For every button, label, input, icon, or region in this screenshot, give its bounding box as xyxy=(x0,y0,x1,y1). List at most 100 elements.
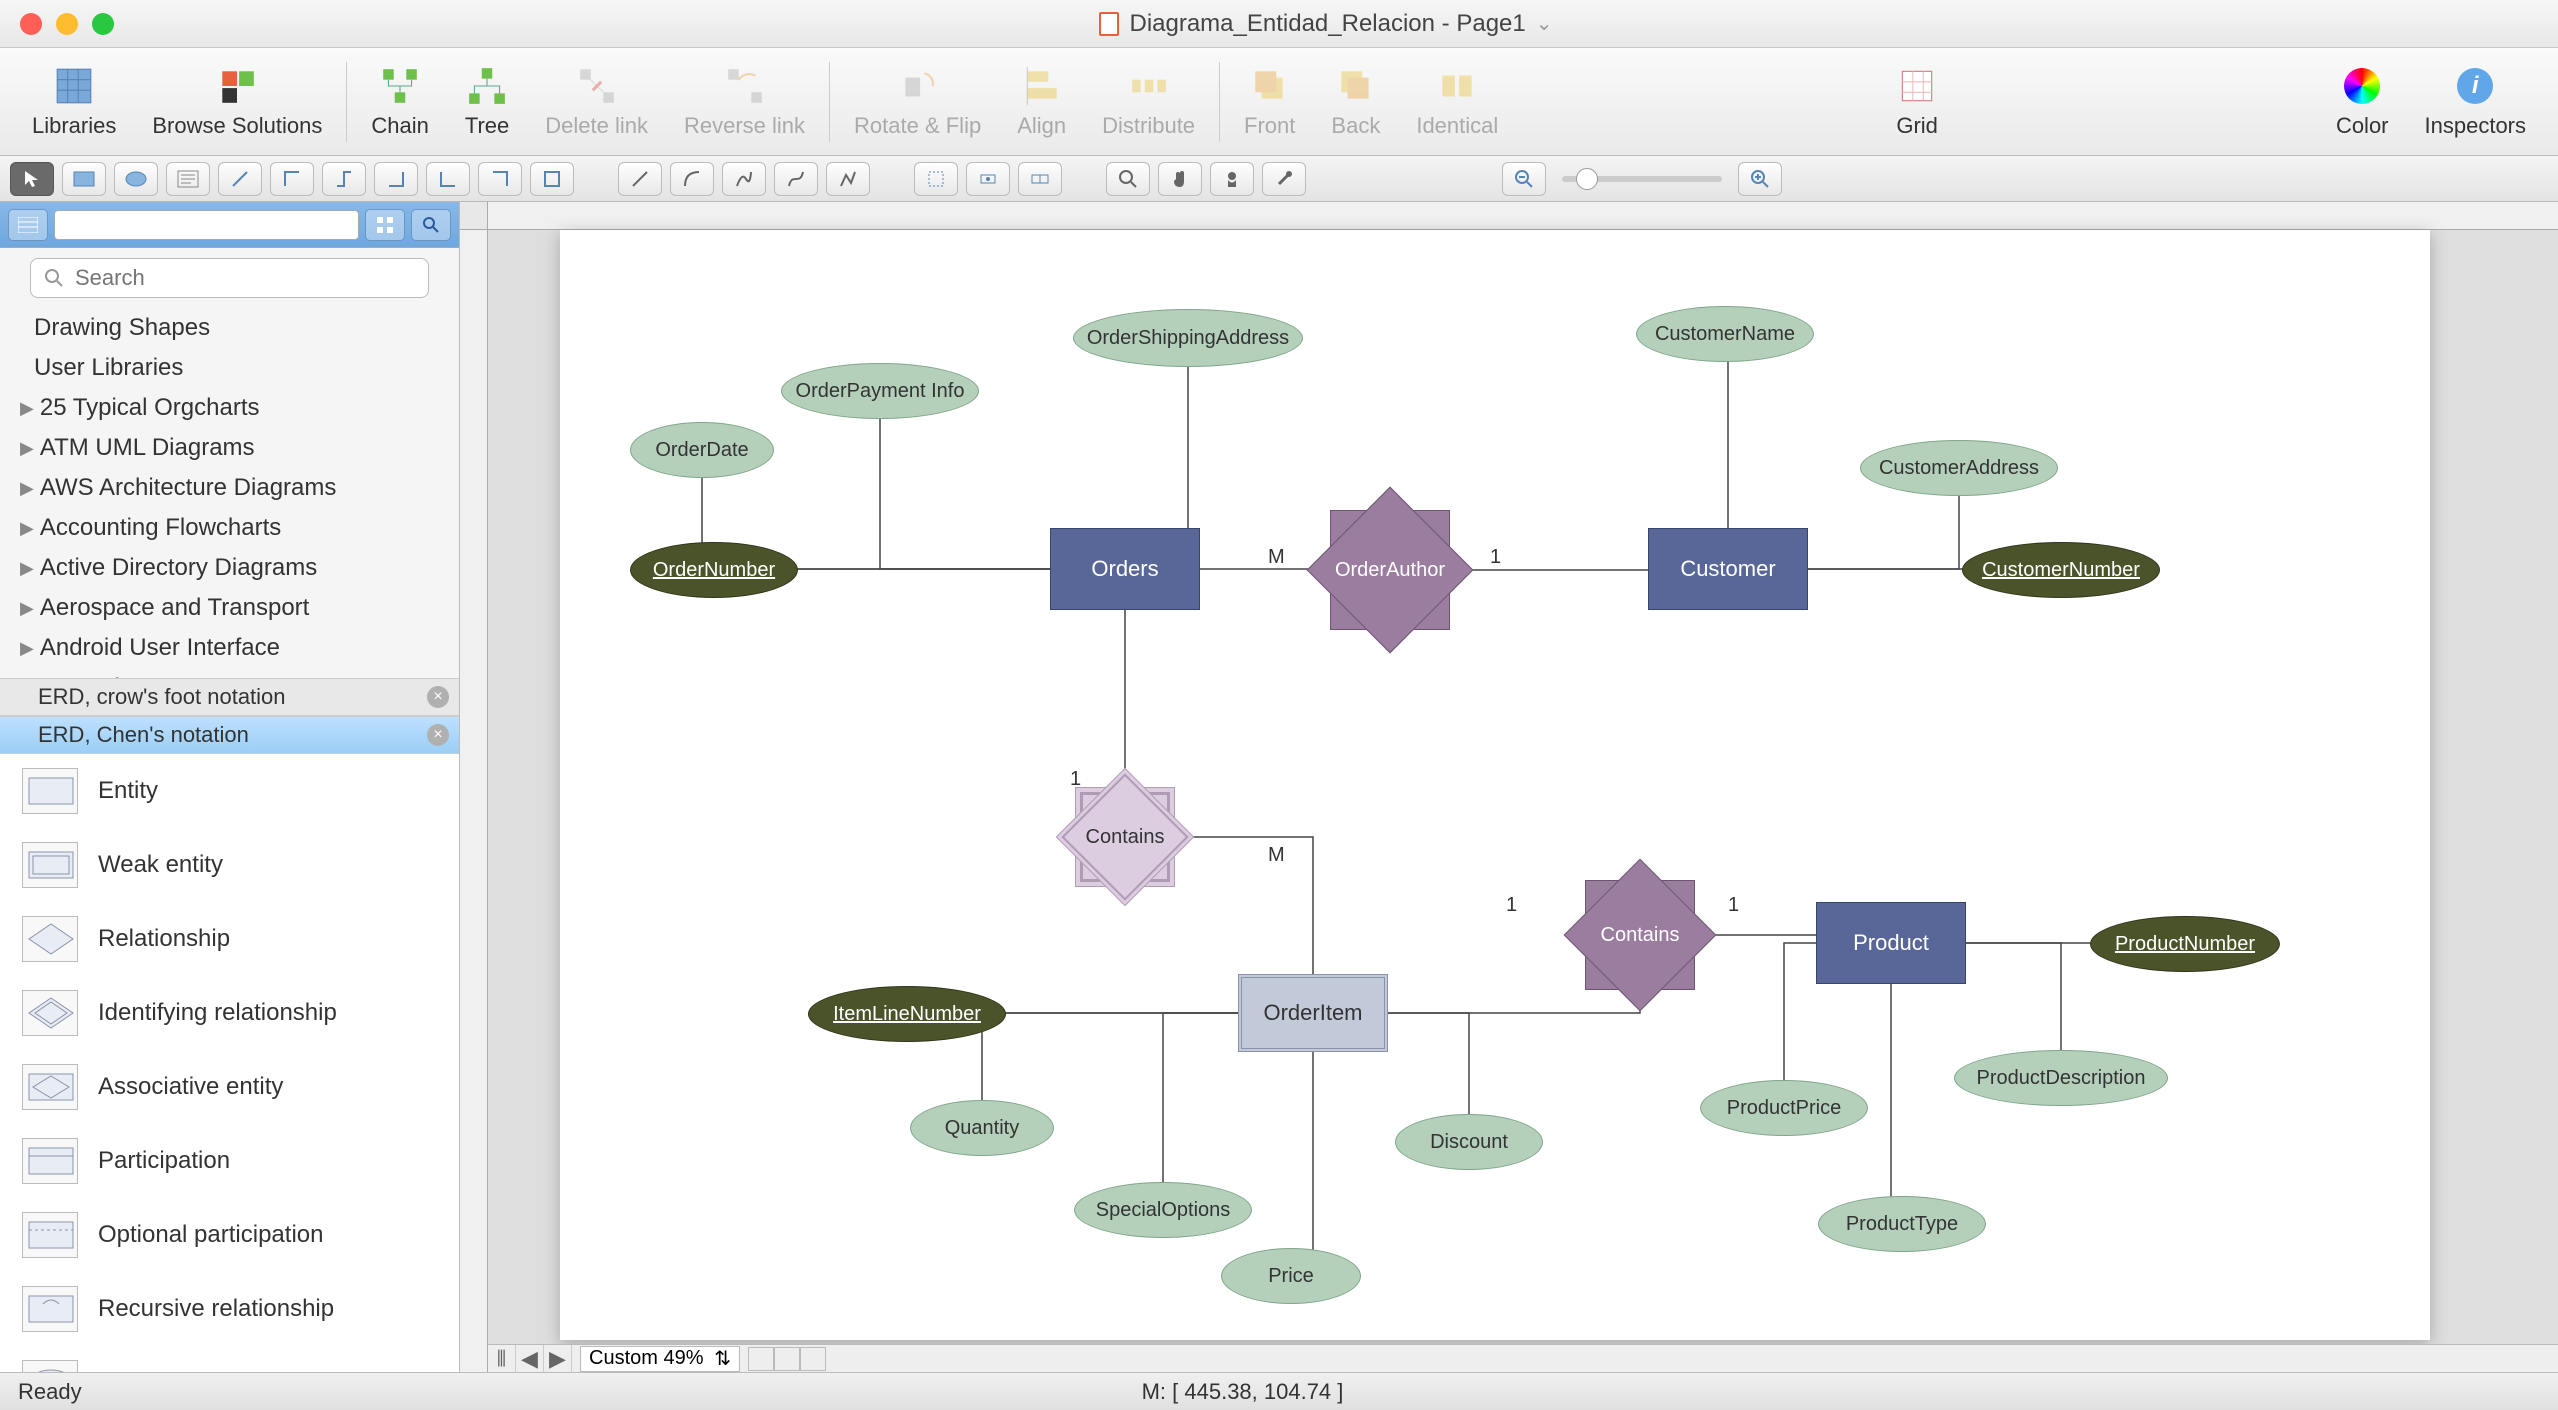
erd-attribute[interactable]: Discount xyxy=(1395,1114,1543,1170)
zoom-slider[interactable] xyxy=(1562,176,1722,182)
title-dropdown-icon[interactable]: ⌄ xyxy=(1536,11,1553,36)
library-tab[interactable]: ERD, crow's foot notation× xyxy=(0,678,459,716)
erd-key-attribute[interactable]: CustomerNumber xyxy=(1962,542,2160,598)
library-category-item[interactable]: ▶Android User Interface xyxy=(0,628,459,668)
erd-attribute[interactable]: OrderPayment Info xyxy=(781,363,979,419)
bezier-tool-button[interactable] xyxy=(774,162,818,196)
connector-5-button[interactable] xyxy=(426,162,470,196)
color-button[interactable]: Color xyxy=(2318,65,2407,139)
next-page-button[interactable]: ▶ xyxy=(544,1345,572,1373)
close-tab-icon[interactable]: × xyxy=(427,724,449,746)
shape-palette-item[interactable]: Optional participation xyxy=(0,1198,459,1272)
zoom-in-button[interactable] xyxy=(1738,162,1782,196)
erd-attribute[interactable]: Price xyxy=(1221,1248,1361,1304)
library-category-item[interactable]: ▶25 Typical Orgcharts xyxy=(0,388,459,428)
shape-palette-item[interactable]: Relationship xyxy=(0,902,459,976)
erd-key-attribute[interactable]: OrderNumber xyxy=(630,542,798,598)
shape-palette-item[interactable]: Entity xyxy=(0,754,459,828)
sidebar-filter-input[interactable] xyxy=(54,210,359,240)
snap-2-button[interactable] xyxy=(966,162,1010,196)
rectangle-tool-button[interactable] xyxy=(62,162,106,196)
erd-relationship[interactable]: Contains xyxy=(1585,880,1695,990)
shape-palette-item[interactable]: Attribute xyxy=(0,1346,459,1372)
minimize-window-button[interactable] xyxy=(56,13,78,35)
shape-palette-item[interactable]: Recursive relationship xyxy=(0,1272,459,1346)
shape-palette-item[interactable]: Participation xyxy=(0,1124,459,1198)
align-button[interactable]: Align xyxy=(999,65,1084,139)
zoom-tool-button[interactable] xyxy=(1106,162,1150,196)
library-category-item[interactable]: ▶Aerospace and Transport xyxy=(0,588,459,628)
erd-attribute[interactable]: OrderDate xyxy=(630,422,774,478)
erd-attribute[interactable]: OrderShippingAddress xyxy=(1073,309,1303,367)
erd-key-attribute[interactable]: ProductNumber xyxy=(2090,916,2280,972)
erd-attribute[interactable]: ProductDescription xyxy=(1954,1050,2168,1106)
polyline-tool-button[interactable] xyxy=(826,162,870,196)
shape-palette-item[interactable]: Associative entity xyxy=(0,1050,459,1124)
sidebar-view-button[interactable] xyxy=(8,209,48,241)
library-tab[interactable]: ERD, Chen's notation× xyxy=(0,716,459,754)
connector-6-button[interactable] xyxy=(478,162,522,196)
library-category-item[interactable]: ▶Active Directory Diagrams xyxy=(0,548,459,588)
ruler-horizontal[interactable] xyxy=(488,202,2558,230)
library-category-item[interactable]: Drawing Shapes xyxy=(0,308,459,348)
pointer-tool-button[interactable] xyxy=(10,162,54,196)
shape-palette-item[interactable]: Identifying relationship xyxy=(0,976,459,1050)
grid-button[interactable]: Grid xyxy=(1878,65,1956,139)
front-button[interactable]: Front xyxy=(1226,65,1313,139)
library-category-item[interactable]: User Libraries xyxy=(0,348,459,388)
arc-tool-button[interactable] xyxy=(670,162,714,196)
zoom-out-button[interactable] xyxy=(1502,162,1546,196)
library-category-item[interactable]: ▶ATM UML Diagrams xyxy=(0,428,459,468)
distribute-button[interactable]: Distribute xyxy=(1084,65,1213,139)
erd-entity[interactable]: Product xyxy=(1816,902,1966,984)
snap-1-button[interactable] xyxy=(914,162,958,196)
library-category-item[interactable]: ▶Area Charts xyxy=(0,668,459,678)
sidebar-search-button[interactable] xyxy=(411,209,451,241)
spline-tool-button[interactable] xyxy=(722,162,766,196)
ellipse-tool-button[interactable] xyxy=(114,162,158,196)
connector-7-button[interactable] xyxy=(530,162,574,196)
reverse-link-button[interactable]: Reverse link xyxy=(666,65,823,139)
page-tabs[interactable] xyxy=(748,1347,826,1371)
tree-button[interactable]: Tree xyxy=(447,65,527,139)
connector-3-button[interactable] xyxy=(322,162,366,196)
snap-3-button[interactable] xyxy=(1018,162,1062,196)
eyedropper-tool-button[interactable] xyxy=(1262,162,1306,196)
back-button[interactable]: Back xyxy=(1313,65,1398,139)
erd-attribute[interactable]: ProductType xyxy=(1818,1196,1986,1252)
connector-2-button[interactable] xyxy=(270,162,314,196)
text-tool-button[interactable] xyxy=(166,162,210,196)
connector-1-button[interactable] xyxy=(218,162,262,196)
erd-relationship[interactable]: Contains xyxy=(1075,787,1175,887)
erd-entity[interactable]: Customer xyxy=(1648,528,1808,610)
erd-attribute[interactable]: SpecialOptions xyxy=(1074,1182,1252,1238)
connector-4-button[interactable] xyxy=(374,162,418,196)
erd-key-attribute[interactable]: ItemLineNumber xyxy=(808,986,1006,1042)
erd-weak-entity[interactable]: OrderItem xyxy=(1238,974,1388,1052)
panel-toggle-button[interactable]: ⦀ xyxy=(488,1345,516,1373)
hand-tool-button[interactable] xyxy=(1158,162,1202,196)
erd-relationship[interactable]: OrderAuthor xyxy=(1330,510,1450,630)
erd-entity[interactable]: Orders xyxy=(1050,528,1200,610)
ruler-vertical[interactable] xyxy=(460,230,488,1372)
crop-tool-button[interactable] xyxy=(1210,162,1254,196)
libraries-button[interactable]: Libraries xyxy=(14,65,134,139)
sidebar-grid-view-button[interactable] xyxy=(365,209,405,241)
chain-button[interactable]: Chain xyxy=(353,65,446,139)
prev-page-button[interactable]: ◀ xyxy=(516,1345,544,1373)
erd-attribute[interactable]: CustomerName xyxy=(1636,306,1814,362)
library-category-item[interactable]: ▶AWS Architecture Diagrams xyxy=(0,468,459,508)
search-input[interactable] xyxy=(30,258,429,298)
zoom-window-button[interactable] xyxy=(92,13,114,35)
close-window-button[interactable] xyxy=(20,13,42,35)
delete-link-button[interactable]: Delete link xyxy=(527,65,666,139)
shape-palette-item[interactable]: Weak entity xyxy=(0,828,459,902)
line-tool-button[interactable] xyxy=(618,162,662,196)
browse-solutions-button[interactable]: Browse Solutions xyxy=(134,65,340,139)
rotate-flip-button[interactable]: Rotate & Flip xyxy=(836,65,999,139)
erd-attribute[interactable]: ProductPrice xyxy=(1700,1080,1868,1136)
zoom-select[interactable]: Custom 49%⇅ xyxy=(580,1346,740,1372)
close-tab-icon[interactable]: × xyxy=(427,686,449,708)
identical-button[interactable]: Identical xyxy=(1398,65,1516,139)
drawing-page[interactable]: Orders Customer Product OrderItem OrderAutho… xyxy=(560,230,2430,1340)
